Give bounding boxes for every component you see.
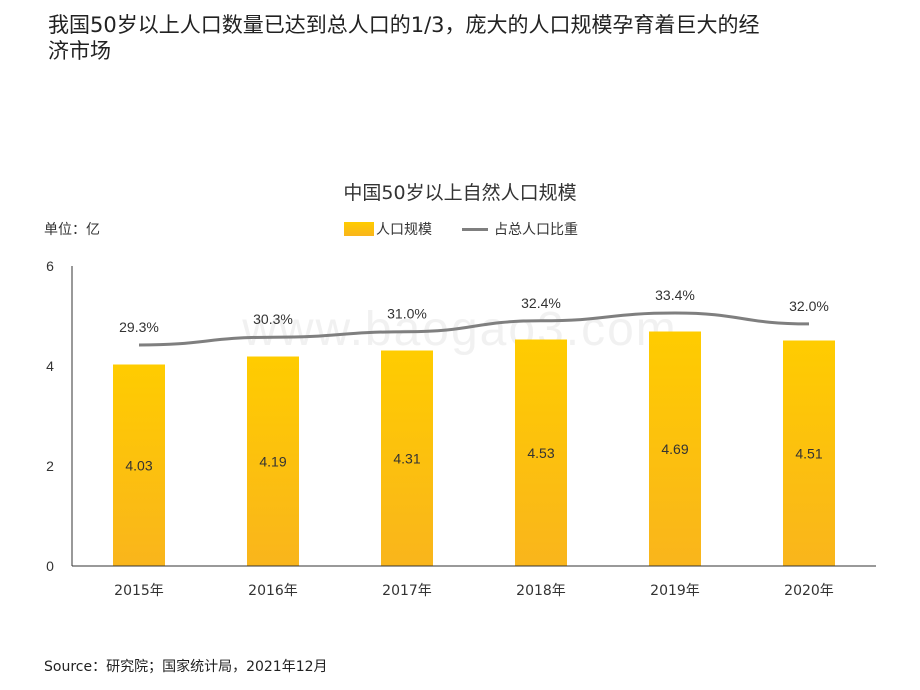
bar [381,350,433,566]
x-tick-label: 2018年 [516,583,566,599]
legend-label-population: 人口规模 [376,222,432,238]
bar [247,356,299,566]
chart-title: 中国50岁以上自然人口规模 [343,182,577,204]
bar-value-label: 4.53 [527,445,554,461]
bar [113,364,165,566]
x-tick-label: 2020年 [784,583,834,599]
x-tick-label: 2015年 [114,583,164,599]
legend-item-share: 占总人口比重 [462,219,578,239]
legend-item-population: 人口规模 [344,219,432,239]
y-tick-label: 0 [46,558,54,574]
bar-value-label: 4.69 [661,441,688,457]
line-value-label: 29.3% [119,319,159,335]
bar [783,340,835,566]
line-value-label: 30.3% [253,311,293,327]
bar-value-label: 4.31 [393,450,420,466]
bar-value-label: 4.51 [795,445,822,461]
bar-value-label: 4.03 [125,457,152,473]
bar-value-label: 4.19 [259,453,286,469]
x-tick-label: 2019年 [650,583,700,599]
source-note: Source：研究院；国家统计局，2021年12月 [44,659,328,675]
y-tick-label: 4 [46,358,54,374]
legend-label-share: 占总人口比重 [494,222,578,238]
page-title: 我国50岁以上人口数量已达到总人口的1/3，庞大的人口规模孕育着巨大的经济市场 [48,13,760,63]
share-line [138,311,810,347]
bar [515,339,567,566]
line-value-label: 32.4% [521,295,561,311]
line-value-label: 31.0% [387,306,427,322]
legend-bar-swatch [344,222,374,236]
x-tick-label: 2016年 [248,583,298,599]
line-value-label: 33.4% [655,287,695,303]
bar [649,331,701,566]
line-value-label: 32.0% [789,298,829,314]
y-tick-label: 2 [46,458,54,474]
unit-label: 单位：亿 [44,222,100,238]
legend-line-swatch [462,227,488,231]
y-tick-label: 6 [46,258,54,274]
x-tick-label: 2017年 [382,583,432,599]
